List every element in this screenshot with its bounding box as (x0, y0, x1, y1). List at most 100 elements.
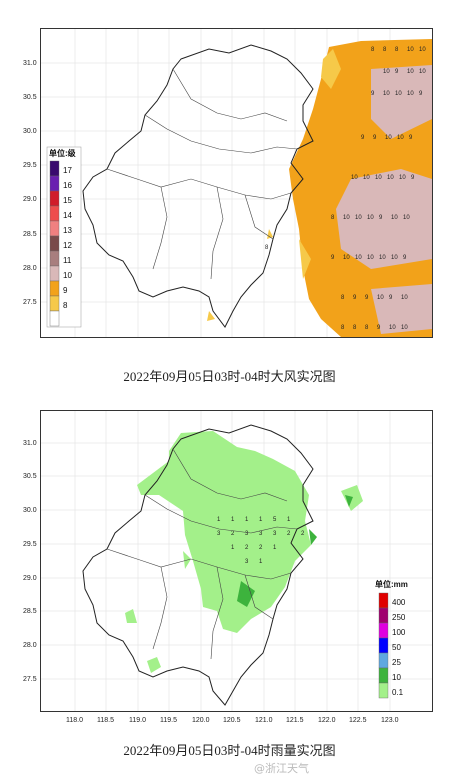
svg-text:10: 10 (343, 255, 350, 261)
svg-text:9: 9 (395, 69, 399, 75)
wind-values: 8 8 8 10 10 10 9 10 10 9 10 10 10 9 9 9 10 10 9 10 10 10 1… (265, 47, 426, 331)
svg-text:8: 8 (265, 245, 269, 251)
svg-text:120.5: 120.5 (223, 717, 241, 724)
svg-text:3: 3 (273, 531, 277, 537)
svg-text:30.5: 30.5 (23, 94, 37, 101)
wind-legend-swatch (49, 190, 60, 207)
svg-text:8: 8 (331, 215, 335, 221)
rain-legend: 单位:mm (375, 579, 408, 589)
svg-text:121.0: 121.0 (255, 717, 273, 724)
svg-text:8: 8 (341, 325, 345, 331)
svg-text:10: 10 (387, 175, 394, 181)
svg-text:10: 10 (379, 255, 386, 261)
svg-text:122.0: 122.0 (318, 717, 336, 724)
svg-text:1: 1 (273, 545, 277, 551)
svg-text:29.0: 29.0 (23, 196, 37, 203)
svg-text:3: 3 (245, 559, 249, 565)
wind-legend-label: 11 (63, 256, 72, 265)
svg-text:8: 8 (395, 47, 399, 53)
svg-text:5: 5 (273, 517, 277, 523)
rain-legend-swatch (378, 682, 389, 699)
svg-text:10: 10 (383, 91, 390, 97)
rain-legend-label: 50 (392, 643, 401, 652)
svg-text:10: 10 (407, 69, 414, 75)
wind-panel: 8 8 8 10 10 10 9 10 10 9 10 10 10 9 9 9 10 10 9 10 10 10 1… (0, 0, 459, 390)
wind-legend-label: 17 (63, 166, 72, 175)
wind-legend-swatch (49, 235, 60, 252)
svg-text:10: 10 (401, 295, 408, 301)
svg-text:122.5: 122.5 (349, 717, 367, 724)
svg-text:119.5: 119.5 (160, 717, 177, 724)
watermark: @浙江天气 (254, 762, 309, 775)
svg-text:1: 1 (231, 545, 235, 551)
rain-legend-swatch (378, 667, 389, 684)
wind-legend-label: 14 (63, 211, 72, 220)
wind-area-level-10 (336, 65, 432, 334)
rain-legend-swatch (378, 622, 389, 639)
svg-text:9: 9 (371, 91, 375, 97)
rain-legend-label: 25 (392, 658, 401, 667)
svg-text:31.0: 31.0 (23, 60, 37, 67)
svg-text:30.0: 30.0 (23, 507, 37, 514)
rain-legend-label: 0.1 (392, 688, 404, 697)
svg-text:10: 10 (367, 255, 374, 261)
svg-text:10: 10 (395, 91, 402, 97)
svg-text:9: 9 (353, 295, 357, 301)
svg-text:10: 10 (383, 69, 390, 75)
wind-legend-label: 8 (63, 301, 68, 310)
wind-legend-swatch (49, 205, 60, 222)
svg-text:8: 8 (371, 47, 375, 53)
svg-text:10: 10 (363, 175, 370, 181)
svg-text:28.5: 28.5 (23, 608, 37, 615)
zhejiang-outline (82, 44, 314, 328)
svg-text:10: 10 (367, 215, 374, 221)
svg-text:29.5: 29.5 (23, 541, 37, 548)
wind-caption: 2022年09月05日03时-04时大风实况图 (123, 369, 336, 384)
rain-legend-swatch (378, 607, 389, 624)
rain-x-ticks: 118.0 118.5 119.0 119.5 120.0 120.5 121.0 121… (66, 717, 399, 724)
rain-legend-label: 250 (392, 613, 406, 622)
rain-map: 1 1 1 1 5 1 3 2 3 3 3 2 2 1 2 2 1 3 1 单位:mm 400 250 100 50… (40, 410, 433, 712)
svg-text:118.5: 118.5 (97, 717, 114, 724)
svg-text:10: 10 (391, 255, 398, 261)
wind-legend-swatch (49, 250, 60, 267)
rain-legend-label: 10 (392, 673, 401, 682)
svg-text:1: 1 (259, 517, 263, 523)
wind-legend-swatch (49, 295, 60, 312)
wind-map: 8 8 8 10 10 10 9 10 10 9 10 10 10 9 9 9 10 10 9 10 10 10 1… (40, 28, 433, 338)
svg-text:3: 3 (217, 531, 221, 537)
svg-text:9: 9 (411, 175, 415, 181)
wind-legend-label: 13 (63, 226, 72, 235)
svg-text:1: 1 (245, 517, 249, 523)
wind-legend-label: 9 (63, 286, 68, 295)
svg-text:30.5: 30.5 (23, 473, 37, 480)
svg-text:10: 10 (419, 47, 426, 53)
svg-text:10: 10 (375, 175, 382, 181)
svg-text:10: 10 (391, 215, 398, 221)
svg-text:10: 10 (385, 135, 392, 141)
svg-text:120.0: 120.0 (192, 717, 210, 724)
wind-legend-title: 单位:级 (49, 148, 77, 158)
svg-text:2: 2 (245, 545, 249, 551)
svg-text:29.5: 29.5 (23, 162, 37, 169)
svg-text:29.0: 29.0 (23, 575, 37, 582)
wind-area-level-8 (207, 49, 341, 321)
wind-legend-swatch (49, 160, 60, 177)
zhejiang-outline-rain (82, 424, 314, 706)
svg-text:123.0: 123.0 (381, 717, 399, 724)
svg-text:10: 10 (351, 175, 358, 181)
wind-y-ticks: 31.0 30.5 30.0 29.5 29.0 28.5 28.0 27.5 (23, 60, 37, 306)
wind-legend-label: 10 (63, 271, 72, 280)
svg-text:10: 10 (355, 255, 362, 261)
svg-text:30.0: 30.0 (23, 128, 37, 135)
rain-legend-swatch (378, 637, 389, 654)
rain-area-0-1mm (137, 431, 311, 633)
svg-text:2: 2 (301, 531, 305, 537)
svg-text:10: 10 (399, 175, 406, 181)
svg-text:10: 10 (401, 325, 408, 331)
svg-text:121.5: 121.5 (286, 717, 304, 724)
svg-text:9: 9 (365, 295, 369, 301)
rain-map-svg: 1 1 1 1 5 1 3 2 3 3 3 2 2 1 2 2 1 3 1 单位:mm 400 250 100 50… (41, 411, 432, 711)
rain-legend-label: 100 (392, 628, 406, 637)
rain-caption: 2022年09月05日03时-04时雨量实况图 (123, 743, 336, 758)
